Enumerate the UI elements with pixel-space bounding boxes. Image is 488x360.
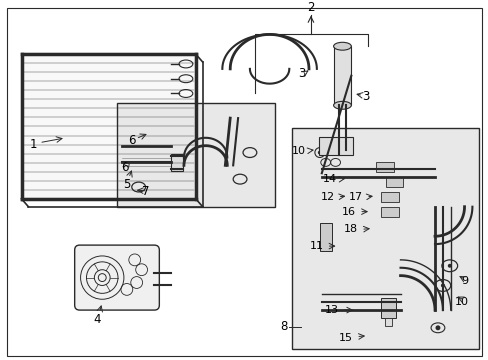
Bar [380,192,398,202]
Text: 15: 15 [339,333,352,343]
Text: 7: 7 [142,185,149,198]
Text: 10: 10 [291,145,305,156]
Circle shape [440,283,444,287]
FancyBboxPatch shape [75,245,159,310]
Text: 2: 2 [306,1,314,14]
Bar [375,162,393,172]
Bar [333,46,350,105]
Text: 6: 6 [128,134,135,147]
Text: 8: 8 [279,320,287,333]
Text: 5: 5 [123,177,130,190]
Text: 10: 10 [453,297,468,307]
Text: 6: 6 [121,161,128,174]
Text: 9: 9 [460,275,468,285]
Text: 16: 16 [342,207,356,217]
Bar [292,128,478,350]
Ellipse shape [333,42,350,50]
Bar [117,103,274,207]
Circle shape [317,150,321,154]
Text: 4: 4 [93,314,101,327]
Bar [171,154,183,171]
Text: 13: 13 [324,305,338,315]
Bar [380,298,395,318]
Text: 3: 3 [298,67,305,80]
Text: 12: 12 [320,192,334,202]
Text: 14: 14 [322,174,336,184]
Bar [319,224,331,251]
Bar [318,137,352,154]
Text: 1: 1 [29,138,37,151]
Bar [380,207,398,217]
Text: 17: 17 [348,192,363,202]
Text: 18: 18 [344,224,358,234]
Bar [21,54,195,199]
Circle shape [447,264,451,268]
Bar [385,177,403,187]
Ellipse shape [333,102,350,109]
Text: 3: 3 [362,90,369,103]
Bar [384,318,391,326]
Circle shape [435,325,440,330]
Text: 11: 11 [309,241,323,251]
